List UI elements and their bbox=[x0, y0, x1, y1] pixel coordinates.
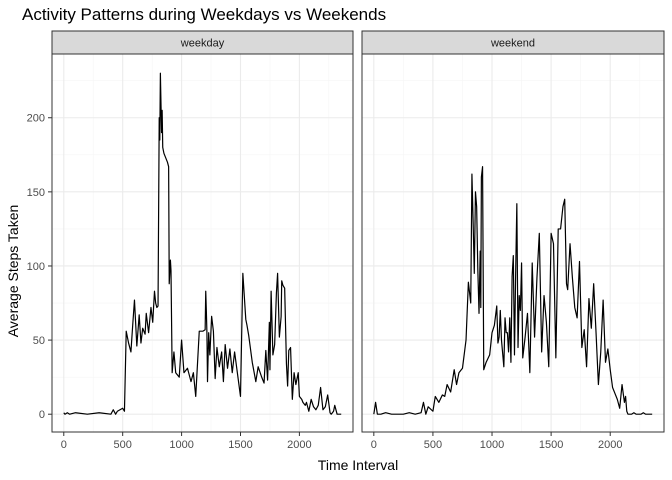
facet-panel-weekday: weekday 0 500 1000 1500 2000 bbox=[51, 30, 354, 451]
x-tick-label: 1500 bbox=[539, 439, 563, 451]
x-tick-label: 0 bbox=[61, 439, 67, 451]
series-line-weekend bbox=[373, 166, 653, 415]
x-tick-label: 1000 bbox=[169, 439, 193, 451]
y-axis-title: Average Steps Taken bbox=[5, 205, 21, 338]
x-tick-label: 1500 bbox=[228, 439, 252, 451]
x-tick-label: 2000 bbox=[598, 439, 622, 451]
x-tick-label: 1000 bbox=[480, 439, 504, 451]
x-tick-label: 500 bbox=[114, 439, 132, 451]
facet-strip bbox=[361, 30, 665, 55]
panel-background bbox=[52, 54, 353, 432]
panel-background bbox=[362, 54, 664, 432]
y-tick-label: 0 bbox=[39, 409, 45, 421]
y-axis: 0 50 100 150 200 bbox=[27, 113, 52, 421]
x-tick-label: 0 bbox=[371, 439, 377, 451]
y-tick-label: 100 bbox=[27, 261, 45, 273]
x-axis-title: Time Interval bbox=[318, 457, 398, 473]
facet-panels: weekday 0 500 1000 1500 2000 weekend 0 500 1000 15… bbox=[51, 30, 665, 451]
y-tick-label: 200 bbox=[27, 113, 45, 125]
facet-strip-label: weekday bbox=[180, 38, 225, 50]
chart-title: Activity Patterns during Weekdays vs Wee… bbox=[22, 5, 387, 24]
x-tick-label: 500 bbox=[424, 439, 442, 451]
facet-strip-label: weekend bbox=[490, 38, 535, 50]
x-tick-label: 2000 bbox=[287, 439, 311, 451]
facet-panel-weekend: weekend 0 500 1000 1500 2000 bbox=[361, 30, 665, 451]
facet-strip bbox=[51, 30, 354, 55]
y-tick-label: 150 bbox=[27, 187, 45, 199]
series-line-weekday bbox=[63, 72, 342, 415]
y-tick-label: 50 bbox=[33, 335, 45, 347]
